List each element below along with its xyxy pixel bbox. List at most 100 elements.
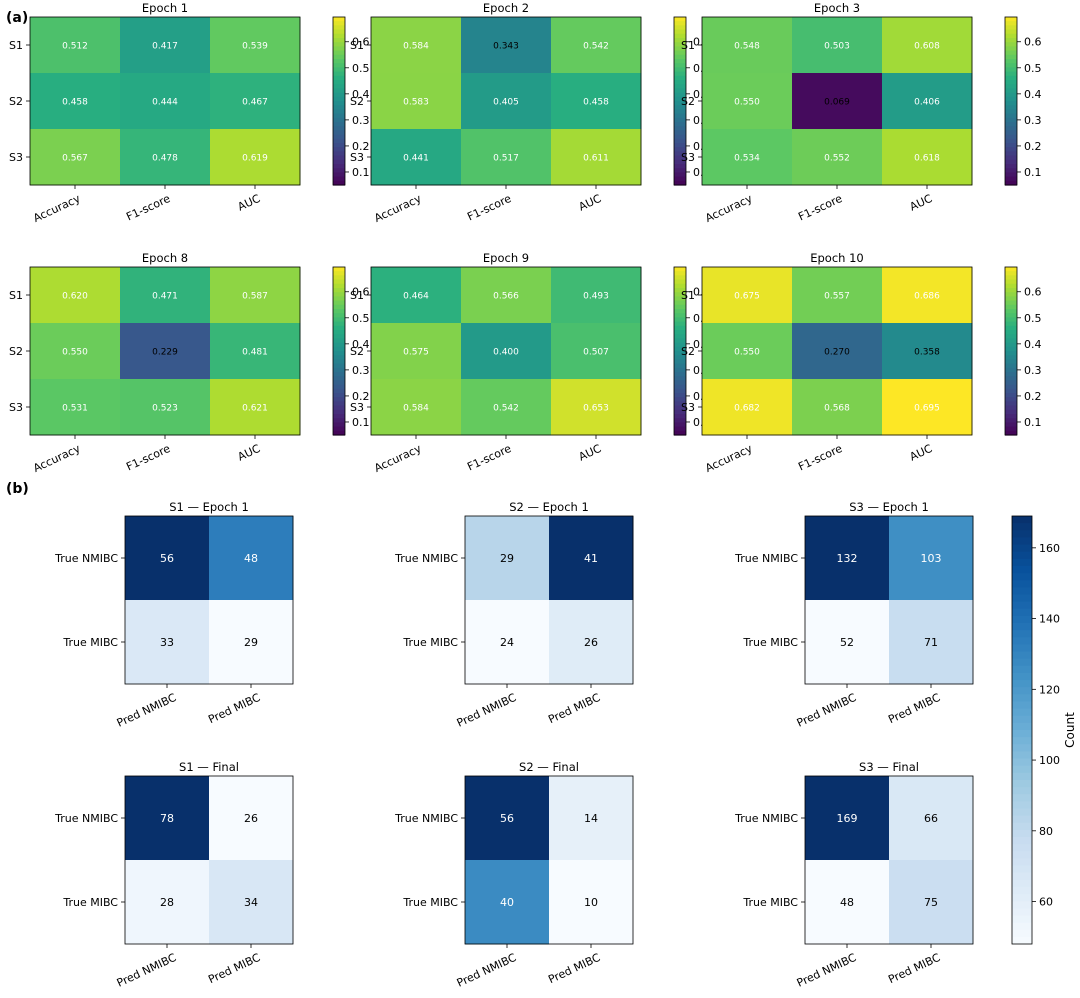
row-label: S3 <box>350 401 364 414</box>
colorbar-tick-label: 0.4 <box>1024 88 1042 101</box>
column-label: Pred MIBC <box>546 951 602 986</box>
colorbar-segment <box>1012 901 1032 909</box>
colorbar-frame <box>673 266 687 436</box>
colorbar-segment <box>333 130 345 136</box>
colorbar-segment <box>1012 908 1032 917</box>
colorbar-segment <box>1005 426 1017 432</box>
colorbar-segment <box>1012 701 1032 710</box>
row-label: S2 <box>9 95 23 108</box>
colorbar-segment <box>674 376 686 381</box>
colorbar-segment <box>1012 558 1032 567</box>
heatmap-title: Epoch 10 <box>810 251 864 265</box>
colorbar-segment <box>674 367 686 373</box>
colorbar-segment <box>674 164 686 169</box>
colorbar-segment <box>674 151 686 157</box>
colorbar-frame <box>332 266 346 436</box>
colorbar-segment <box>1012 623 1032 631</box>
matrix-cell-count: 66 <box>924 812 938 825</box>
colorbar-segment <box>674 84 686 89</box>
colorbar-segment <box>1005 80 1017 85</box>
colorbar-segment <box>674 21 686 26</box>
matrix-cell-count: 10 <box>584 896 598 909</box>
heatmap-cell-value: 0.405 <box>493 98 519 108</box>
colorbar-segment <box>674 59 686 64</box>
row-label: S2 <box>350 95 364 108</box>
colorbar-segment <box>333 42 345 47</box>
row-label: True MIBC <box>402 896 458 909</box>
colorbar-segment <box>1012 672 1032 681</box>
colorbar-segment <box>1005 96 1017 102</box>
heatmap-cell-value: 0.481 <box>242 348 268 358</box>
colorbar-tick-label: 100 <box>1039 754 1060 767</box>
colorbar-segment <box>333 109 345 115</box>
heatmap-cell <box>30 267 121 324</box>
count-colorbar: 60 80 100 120 140 160 Count <box>1011 515 1077 945</box>
colorbar-segment <box>1012 580 1032 588</box>
heatmap-title: Epoch 9 <box>483 251 529 265</box>
colorbar-segment <box>1005 300 1017 306</box>
matrix-cell-count: 34 <box>244 896 258 909</box>
heatmap-epoch-3: Epoch 3 0.548 0.503 0.608 0.550 0.069 0.406 0.5… <box>681 1 1041 225</box>
row-label: S2 <box>681 345 695 358</box>
heatmap-cell-value: 0.400 <box>493 348 519 358</box>
colorbar-segment <box>1012 922 1032 931</box>
matrix-cell <box>209 600 294 685</box>
colorbar-segment <box>1005 363 1017 369</box>
colorbar-tick-label: 0.1 <box>352 416 370 429</box>
heatmap-cell-value: 0.608 <box>914 42 940 52</box>
colorbar-segment <box>1012 829 1032 838</box>
matrix-cell-count: 132 <box>837 552 858 565</box>
colorbar-segment <box>333 151 345 157</box>
colorbar-segment <box>674 42 686 47</box>
heatmap-cell-value: 0.358 <box>914 348 940 358</box>
colorbar-segment <box>333 267 345 272</box>
colorbar-segment <box>674 147 686 152</box>
matrix-cell-count: 24 <box>500 636 514 649</box>
column-label: Pred NMIBC <box>115 951 179 990</box>
colorbar-segment <box>1005 151 1017 157</box>
colorbar-segment <box>1005 288 1017 293</box>
heatmap-cell <box>461 379 552 436</box>
heatmap-cell <box>702 379 793 436</box>
column-label: Accuracy <box>703 442 754 475</box>
colorbar: 0.1 0.2 0.3 0.4 0.5 0.6 <box>332 266 370 436</box>
colorbar-segment <box>1005 117 1017 123</box>
matrix-cell <box>889 776 974 861</box>
colorbar-segment <box>1012 573 1032 581</box>
row-label: S1 <box>681 289 695 302</box>
colorbar-segment <box>674 304 686 310</box>
colorbar-tick-label: 0.1 <box>1024 416 1042 429</box>
colorbar-segment <box>333 138 345 144</box>
colorbar-segment <box>333 321 345 327</box>
colorbar-segment <box>1005 126 1017 131</box>
colorbar-segment <box>674 159 686 165</box>
row-label: S1 <box>681 39 695 52</box>
matrix-frame <box>804 775 974 945</box>
colorbar-segment <box>1012 872 1032 881</box>
colorbar-segment <box>333 134 345 140</box>
heatmap-cell <box>371 267 462 324</box>
matrix-title: S2 — Final <box>519 760 579 774</box>
heatmap-cell <box>120 323 211 380</box>
colorbar-segment <box>674 380 686 386</box>
colorbar-segment <box>1012 637 1032 645</box>
heatmap-cell-value: 0.682 <box>734 404 760 414</box>
heatmap-cell <box>30 323 121 380</box>
colorbar-segment <box>674 176 686 182</box>
colorbar-tick-label: 0.1 <box>1024 166 1042 179</box>
colorbar-segment <box>333 325 345 331</box>
colorbar-segment <box>674 126 686 131</box>
heatmap-cell <box>120 73 211 130</box>
colorbar-segment <box>1005 155 1017 161</box>
colorbar-segment <box>1005 342 1017 348</box>
heatmap-cell-value: 0.566 <box>493 292 519 302</box>
colorbar-segment <box>1005 147 1017 152</box>
row-label: True NMIBC <box>54 812 118 825</box>
colorbar-tick-label: 0.6 <box>352 286 370 299</box>
colorbar-segment <box>1012 601 1032 610</box>
colorbar-tick-label: 140 <box>1039 613 1060 626</box>
colorbar-tick-label: 0.5 <box>1024 62 1042 75</box>
confusion-matrix-5: S2 — Final 56 14 40 10 True NMIBC True MIBC Pre… <box>394 760 634 990</box>
heatmap-title: Epoch 2 <box>483 1 529 15</box>
colorbar-segment <box>674 105 686 110</box>
